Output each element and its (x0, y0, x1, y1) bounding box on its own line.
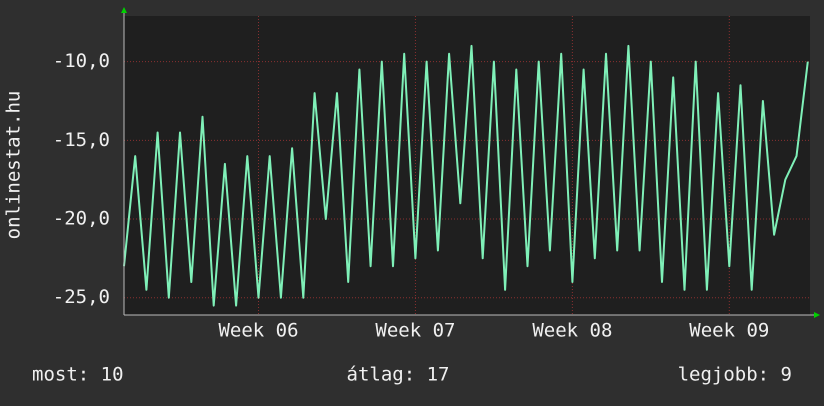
y-arrow (121, 7, 127, 13)
y-tick-label: -15,0 (53, 129, 110, 151)
footer-current: most: 10 (32, 364, 124, 386)
footer-best: legjobb: 9 (678, 364, 792, 386)
y-tick-label: -10,0 (53, 50, 110, 72)
x-tick-label: Week 09 (689, 320, 769, 342)
x-tick-label: Week 08 (532, 320, 612, 342)
y-tick-label: -20,0 (53, 208, 110, 230)
footer-average: átlag: 17 (347, 364, 450, 386)
plot (123, 44, 809, 307)
data-line (123, 44, 809, 307)
y-tick-label: -25,0 (53, 286, 110, 308)
x-arrow (814, 312, 820, 318)
y-axis-label: onlinestat.hu (3, 91, 25, 240)
x-tick-label: Week 06 (218, 320, 298, 342)
x-tick-label: Week 07 (375, 320, 455, 342)
